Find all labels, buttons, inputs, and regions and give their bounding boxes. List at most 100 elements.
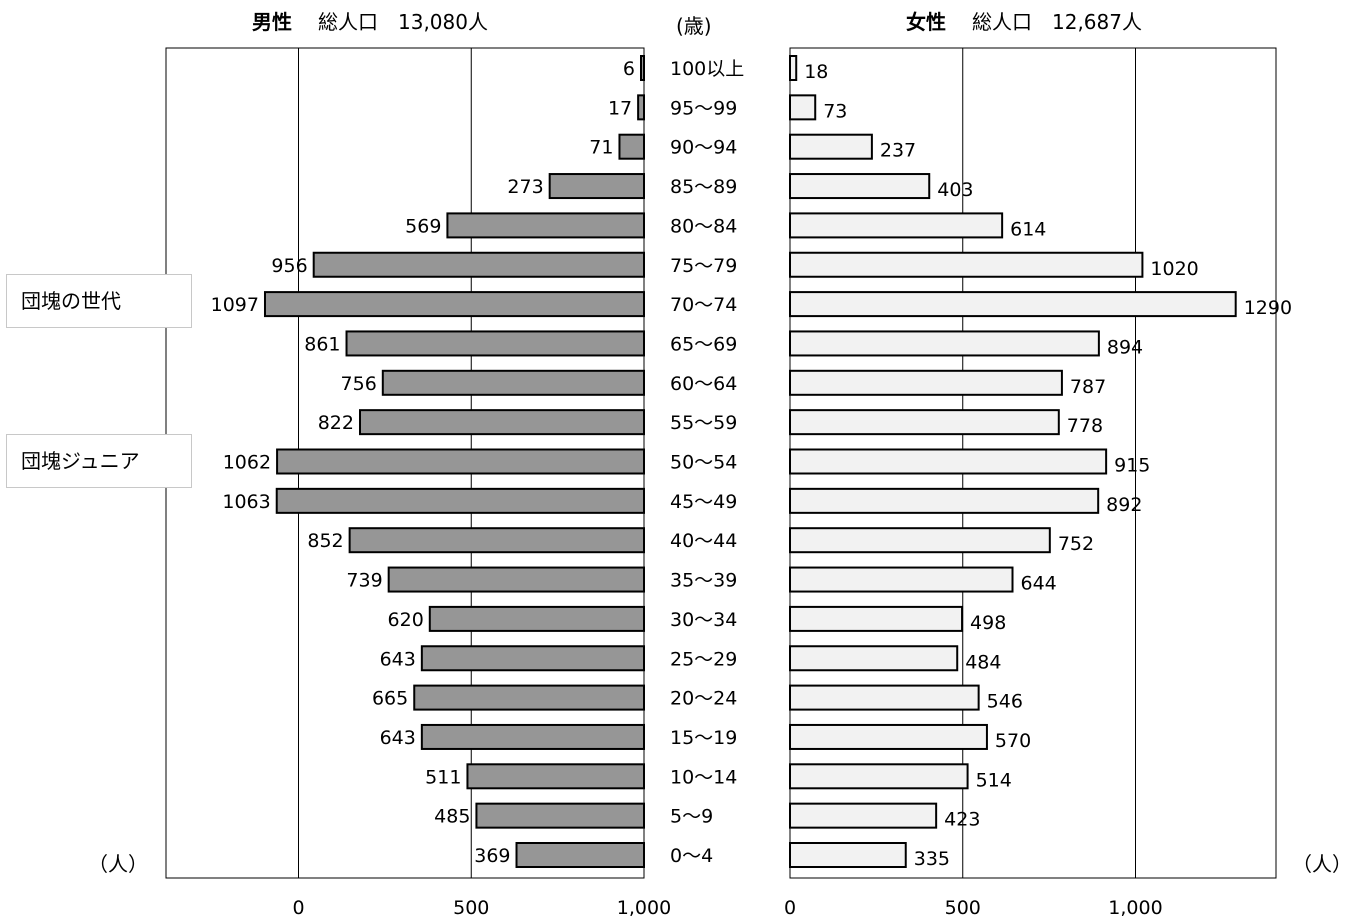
age-group-label: 45～49 [670, 491, 737, 513]
male-value-label: 852 [307, 530, 343, 552]
female-value-label: 335 [914, 848, 950, 870]
female-value-label: 423 [944, 809, 980, 831]
male-bar [312, 251, 645, 278]
male-bar [275, 487, 645, 514]
female-bar [789, 448, 1108, 475]
age-group-label: 90～94 [670, 137, 737, 159]
male-bar [276, 448, 645, 475]
age-group-label: 30～34 [670, 609, 737, 631]
female-bar [789, 330, 1100, 357]
female-bar [789, 251, 1144, 278]
age-group-label: 35～39 [670, 570, 737, 592]
female-bar [789, 763, 969, 790]
male-bar [640, 55, 645, 81]
male-bar [348, 527, 645, 554]
female-x-tick-label: 1,000 [1108, 897, 1162, 919]
age-group-label: 5～9 [670, 806, 713, 828]
male-bar [637, 94, 646, 121]
female-bar [789, 645, 959, 672]
male-value-label: 273 [507, 176, 543, 198]
age-unit-label: (歳) [676, 14, 712, 38]
female-value-label: 514 [976, 769, 1012, 791]
male-bar [428, 605, 646, 632]
male-x-tick-label: 500 [453, 897, 489, 919]
female-value-label: 1290 [1244, 297, 1292, 319]
female-header: 女性 総人口 12,687人 [906, 6, 1142, 35]
left-unit-label: （人） [88, 852, 148, 876]
age-group-label: 95～99 [670, 97, 737, 119]
female-bar [789, 55, 798, 81]
female-bar [789, 842, 907, 868]
male-value-label: 6 [623, 58, 635, 80]
age-group-label: 25～29 [670, 648, 737, 670]
male-value-label: 643 [380, 648, 416, 670]
male-bar [475, 802, 645, 829]
male-bar [420, 723, 645, 750]
male-value-label: 369 [474, 845, 510, 867]
male-x-tick-label: 0 [292, 897, 304, 919]
male-value-label: 620 [388, 609, 424, 631]
female-value-label: 237 [880, 140, 916, 162]
age-group-label: 80～84 [670, 215, 737, 237]
female-bar [789, 133, 873, 160]
female-value-label: 787 [1070, 376, 1106, 398]
male-bar [618, 133, 645, 160]
male-bar [548, 173, 646, 200]
male-header: 男性 総人口 13,080人 [252, 6, 488, 35]
male-value-label: 643 [380, 727, 416, 749]
male-value-label: 665 [372, 688, 408, 710]
age-group-label: 10～14 [670, 766, 737, 788]
male-value-label: 822 [318, 412, 354, 434]
female-bar [789, 94, 817, 121]
female-value-label: 546 [987, 691, 1023, 713]
female-bar [789, 487, 1100, 514]
age-group-label: 15～19 [670, 727, 737, 749]
female-value-label: 644 [1021, 573, 1057, 595]
age-group-label: 65～69 [670, 333, 737, 355]
age-group-label: 55～59 [670, 412, 737, 434]
male-value-label: 861 [304, 333, 340, 355]
female-value-label: 18 [804, 61, 828, 83]
age-group-label: 100以上 [670, 58, 744, 80]
female-label: 女性 [906, 10, 946, 34]
age-group-label: 85～89 [670, 176, 737, 198]
female-value-label: 778 [1067, 415, 1103, 437]
male-value-label: 956 [271, 255, 307, 277]
male-bar [413, 684, 645, 711]
male-bar [515, 842, 645, 868]
female-bar [789, 527, 1051, 554]
male-bar [381, 369, 645, 396]
right-unit-label: （人） [1292, 852, 1352, 876]
male-bar [358, 409, 645, 436]
male-value-label: 511 [425, 766, 461, 788]
female-x-tick-label: 0 [784, 897, 796, 919]
female-bar [789, 684, 980, 711]
female-bar [789, 723, 988, 750]
male-value-label: 17 [608, 97, 632, 119]
male-x-tick-label: 1,000 [617, 897, 671, 919]
female-value-label: 752 [1058, 533, 1094, 555]
female-bar [789, 605, 964, 632]
female-value-label: 403 [937, 179, 973, 201]
male-bar [345, 330, 645, 357]
female-value-label: 570 [995, 730, 1031, 752]
age-group-label: 20～24 [670, 688, 737, 710]
female-value-label: 894 [1107, 336, 1143, 358]
female-bar [789, 212, 1004, 239]
female-value-label: 484 [965, 651, 1001, 673]
female-value-label: 498 [970, 612, 1006, 634]
male-value-label: 1062 [223, 452, 271, 474]
age-group-label: 0～4 [670, 845, 713, 867]
female-bar [789, 369, 1063, 396]
female-total: 総人口 12,687人 [972, 10, 1142, 34]
male-bar [420, 645, 645, 672]
female-bar [789, 409, 1060, 436]
male-bar [466, 763, 645, 790]
female-value-label: 614 [1010, 218, 1046, 240]
male-total: 総人口 13,080人 [318, 10, 488, 34]
annotation-dankai-junior: 団塊ジュニア [6, 434, 192, 488]
female-value-label: 892 [1106, 494, 1142, 516]
male-bar [387, 566, 645, 593]
female-value-label: 73 [823, 100, 847, 122]
